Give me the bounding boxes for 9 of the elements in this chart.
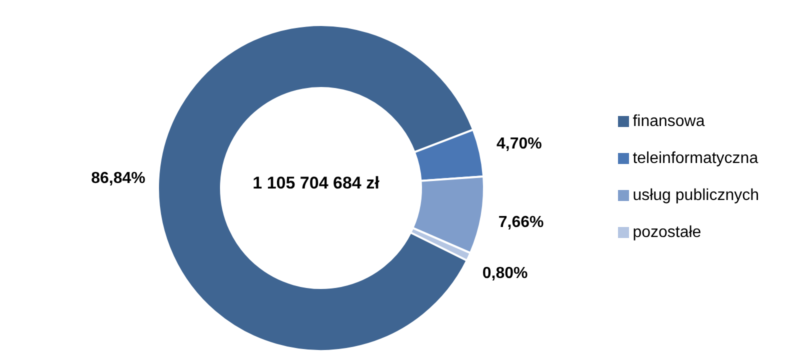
data-label: 0,80% (482, 265, 528, 282)
data-label: 4,70% (496, 136, 542, 153)
text: 1 105 704 684 zł (252, 174, 380, 192)
legend-label: teleinformatyczna (632, 150, 758, 167)
legend-label: usług publicznych (632, 187, 759, 204)
legend-label: finansowa (632, 113, 705, 130)
data-label: 7,66% (498, 214, 544, 231)
data-label: 86,84% (91, 170, 146, 187)
legend-label: pozostałe (632, 224, 702, 241)
